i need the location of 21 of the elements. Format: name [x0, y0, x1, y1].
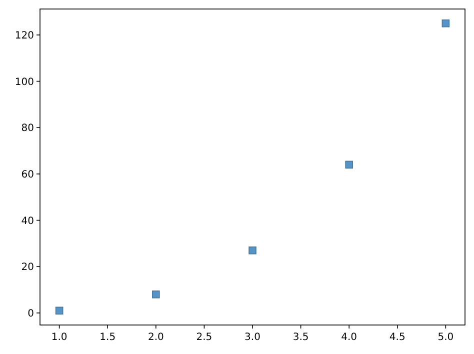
x-tick-label: 5.0 [438, 332, 454, 343]
y-tick-label: 60 [21, 169, 34, 180]
x-tick-label: 4.5 [389, 332, 406, 343]
point [345, 160, 353, 169]
x-tick-label: 4.0 [341, 332, 358, 343]
point [442, 19, 450, 28]
point [152, 290, 160, 298]
x-tick-label: 1.5 [100, 332, 116, 343]
x-tick-label: 3.5 [292, 332, 309, 343]
y-tick-label: 20 [21, 262, 34, 274]
y-tick-label: 0 [28, 308, 34, 320]
x-tick-label: 1.0 [51, 332, 68, 343]
x-tick-label: 3.0 [244, 332, 260, 343]
x-tick-label: 2.0 [148, 332, 164, 343]
x-tick-label: 2.5 [196, 332, 212, 343]
y-tick-label: 100 [14, 76, 34, 88]
point [55, 306, 64, 315]
y-tick-label: 40 [21, 216, 34, 227]
point [248, 246, 256, 254]
y-tick-label: 80 [21, 123, 34, 134]
y-tick-label: 120 [14, 30, 34, 42]
